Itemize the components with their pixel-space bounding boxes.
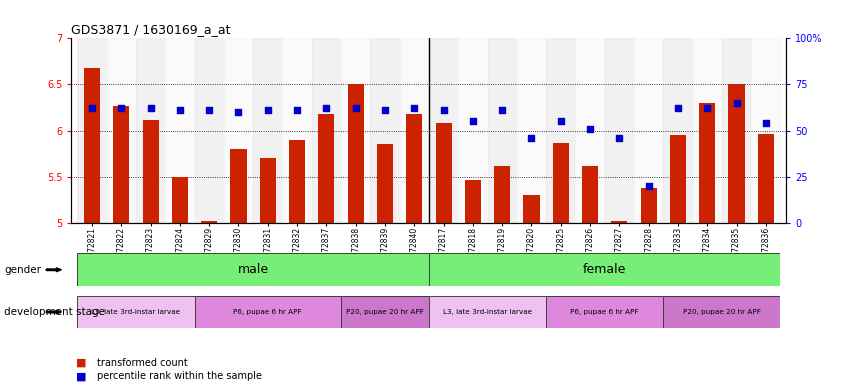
Text: development stage: development stage	[4, 307, 105, 317]
Bar	[575, 38, 605, 223]
Point	[114, 105, 128, 111]
Point	[495, 107, 509, 113]
Point	[730, 100, 743, 106]
Bar	[142, 119, 159, 223]
Bar	[230, 149, 246, 223]
Text: transformed count: transformed count	[97, 358, 188, 368]
Bar	[341, 38, 370, 223]
Text: percentile rank within the sample: percentile rank within the sample	[97, 371, 262, 381]
Bar	[224, 38, 253, 223]
Bar	[201, 221, 217, 223]
Bar	[728, 84, 744, 223]
Bar	[758, 134, 774, 223]
Point	[584, 126, 597, 132]
Point	[232, 109, 246, 115]
Point	[320, 105, 333, 111]
Bar	[370, 38, 399, 223]
Bar	[465, 180, 481, 223]
Point	[525, 135, 538, 141]
Bar	[523, 195, 540, 223]
Bar	[84, 68, 100, 223]
Bar	[289, 140, 305, 223]
Bar	[664, 38, 693, 223]
Text: P20, pupae 20 hr APF: P20, pupae 20 hr APF	[683, 309, 761, 315]
Bar	[458, 38, 488, 223]
Bar	[136, 38, 165, 223]
Point	[436, 107, 450, 113]
Bar	[634, 38, 664, 223]
Text: GDS3871 / 1630169_a_at: GDS3871 / 1630169_a_at	[71, 23, 231, 36]
Bar	[283, 38, 312, 223]
Bar	[77, 38, 107, 223]
Point	[173, 107, 187, 113]
Bar	[751, 38, 780, 223]
Bar	[553, 144, 569, 223]
Point	[701, 105, 714, 111]
Point	[671, 105, 685, 111]
Bar	[114, 106, 130, 223]
Point	[408, 105, 421, 111]
Bar	[605, 38, 634, 223]
Point	[554, 118, 568, 124]
Point	[261, 107, 274, 113]
Point	[144, 105, 157, 111]
Text: P20, pupae 20 hr APF: P20, pupae 20 hr APF	[346, 309, 424, 315]
Point	[466, 118, 479, 124]
Point	[290, 107, 304, 113]
Text: P6, pupae 6 hr APF: P6, pupae 6 hr APF	[570, 309, 639, 315]
Bar	[347, 84, 363, 223]
Bar	[693, 38, 722, 223]
Bar	[641, 188, 657, 223]
Point	[378, 107, 392, 113]
Bar	[318, 114, 335, 223]
Bar	[172, 177, 188, 223]
Bar	[546, 38, 575, 223]
Bar	[699, 103, 716, 223]
Bar	[495, 166, 510, 223]
Bar	[488, 38, 517, 223]
Bar	[377, 144, 393, 223]
Point	[203, 107, 216, 113]
Bar	[260, 158, 276, 223]
Text: ■: ■	[76, 371, 86, 381]
Bar	[670, 135, 686, 223]
Bar	[517, 38, 546, 223]
Bar	[194, 38, 224, 223]
Point	[612, 135, 626, 141]
Point	[642, 183, 655, 189]
Bar	[399, 38, 429, 223]
Point	[85, 105, 98, 111]
Bar	[165, 38, 194, 223]
Bar	[406, 114, 422, 223]
Text: male: male	[237, 263, 268, 276]
Point	[349, 105, 362, 111]
Bar	[107, 38, 136, 223]
Bar	[429, 38, 458, 223]
Bar	[611, 221, 627, 223]
Text: L3, late 3rd-instar larvae: L3, late 3rd-instar larvae	[92, 309, 181, 315]
Bar	[582, 166, 598, 223]
Text: female: female	[583, 263, 627, 276]
Bar	[722, 38, 751, 223]
Bar	[253, 38, 283, 223]
Bar	[436, 123, 452, 223]
Text: gender: gender	[4, 265, 41, 275]
Text: P6, pupae 6 hr APF: P6, pupae 6 hr APF	[234, 309, 302, 315]
Point	[759, 120, 773, 126]
Text: L3, late 3rd-instar larvae: L3, late 3rd-instar larvae	[443, 309, 532, 315]
Bar	[312, 38, 341, 223]
Text: ■: ■	[76, 358, 86, 368]
